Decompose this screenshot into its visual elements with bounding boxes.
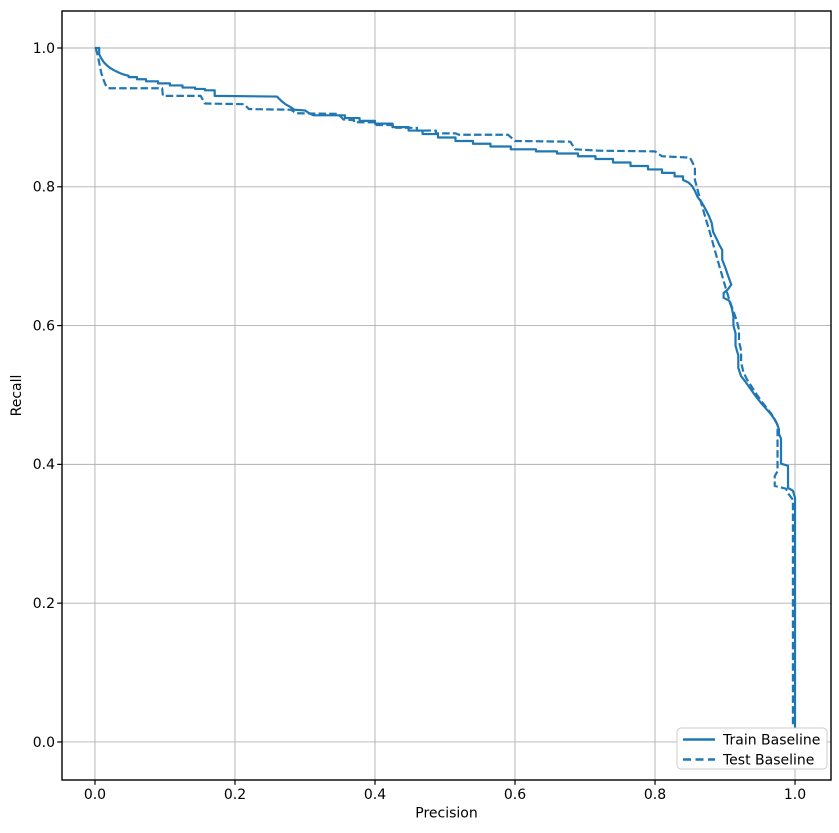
grid — [62, 11, 831, 780]
x-axis-label: Precision — [415, 806, 477, 822]
legend-label-test-baseline: Test Baseline — [722, 752, 814, 768]
x-tick-label-2: 0.4 — [364, 787, 386, 803]
tick-labels: 0.0 0.2 0.4 0.6 0.8 1.0 0.0 0.2 0.4 0.6 0.8 1.0 — [33, 41, 806, 803]
series-train-baseline — [94, 46, 797, 730]
x-tick-label-0: 0.0 — [84, 787, 106, 803]
y-tick-label-5: 1.0 — [33, 41, 55, 57]
y-tick-label-3: 0.6 — [33, 318, 55, 334]
legend: Train Baseline Test Baseline — [676, 727, 828, 770]
y-axis-label: Recall — [9, 375, 25, 417]
y-tick-label-2: 0.4 — [33, 457, 55, 473]
legend-label-train-baseline: Train Baseline — [722, 732, 820, 748]
tick-marks — [57, 47, 796, 785]
y-tick-label-1: 0.2 — [33, 596, 55, 612]
x-tick-label-1: 0.2 — [224, 787, 246, 803]
x-tick-label-5: 1.0 — [784, 787, 806, 803]
x-tick-label-3: 0.6 — [504, 787, 526, 803]
y-tick-label-0: 0.0 — [33, 735, 55, 751]
x-tick-label-4: 0.8 — [644, 787, 666, 803]
y-tick-label-4: 0.8 — [33, 180, 55, 196]
plot-border — [61, 10, 832, 781]
